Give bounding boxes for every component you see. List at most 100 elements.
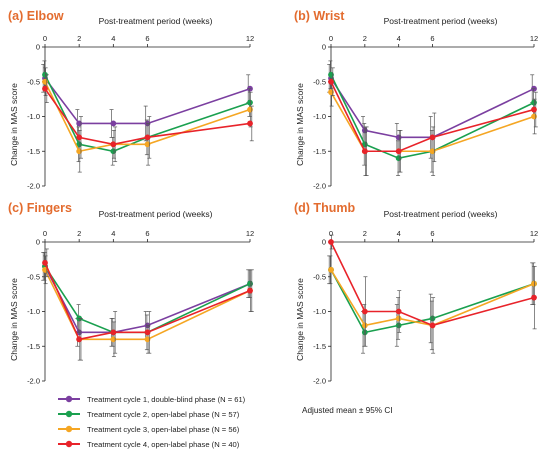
data-point xyxy=(395,148,402,155)
y-axis-label: Change in MAS score xyxy=(295,83,305,166)
y-tick-label: 0 xyxy=(322,238,326,247)
y-axis-label: Change in MAS score xyxy=(295,278,305,361)
y-tick-label: -1.5 xyxy=(27,342,40,351)
data-point xyxy=(361,148,368,155)
x-tick-label: 6 xyxy=(145,229,149,238)
data-point xyxy=(531,113,537,120)
series-2 xyxy=(42,60,253,166)
data-point xyxy=(328,239,334,245)
panel-elbow: (a) Elbow Post-treatment period (weeks) Ch… xyxy=(8,9,254,191)
legend-label: Treatment cycle 4, open-label phase (N =… xyxy=(87,440,240,449)
y-tick-label: -1.5 xyxy=(313,147,326,156)
panels: (a) Elbow Post-treatment period (weeks) Ch… xyxy=(8,9,538,386)
y-tick-label: 0 xyxy=(36,238,40,247)
series-4 xyxy=(328,67,538,176)
x-tick-label: 0 xyxy=(329,34,333,43)
y-tick-label: -2.0 xyxy=(313,377,326,386)
series-line xyxy=(44,265,251,334)
y-tick-label: -2.0 xyxy=(313,182,326,191)
legend-label: Treatment cycle 1, double-blind phase (N… xyxy=(87,395,246,404)
data-point xyxy=(395,155,402,162)
y-tick-label: -1.0 xyxy=(27,112,40,121)
data-point xyxy=(429,322,436,329)
data-point xyxy=(395,315,402,322)
panel-title: (b) Wrist xyxy=(294,9,345,23)
x-tick-label: 6 xyxy=(430,229,434,238)
legend: Treatment cycle 1, double-blind phase (N… xyxy=(58,395,246,449)
y-axis-label: Change in MAS score xyxy=(9,278,19,361)
x-tick-label: 4 xyxy=(397,34,401,43)
y-tick-label: -1.0 xyxy=(27,307,40,316)
data-point xyxy=(42,266,48,273)
x-axis-label: Post-treatment period (weeks) xyxy=(99,209,213,219)
y-tick-label: 0 xyxy=(36,43,40,52)
legend-label: Treatment cycle 3, open-label phase (N =… xyxy=(87,425,240,434)
data-point xyxy=(531,280,537,287)
legend-swatch-marker xyxy=(65,410,73,418)
legend-item-cycle-2: Treatment cycle 2, open-label phase (N =… xyxy=(58,410,240,419)
series-2 xyxy=(328,255,537,351)
panel-title: (a) Elbow xyxy=(8,9,64,23)
x-tick-label: 12 xyxy=(246,34,254,43)
x-tick-label: 0 xyxy=(43,229,47,238)
x-tick-label: 2 xyxy=(363,229,367,238)
legend-item-cycle-4: Treatment cycle 4, open-label phase (N =… xyxy=(58,440,240,449)
y-tick-label: -2.0 xyxy=(27,377,40,386)
data-point xyxy=(247,99,253,106)
y-tick-label: -1.5 xyxy=(27,147,40,156)
data-point xyxy=(144,329,151,336)
x-axis-label: Post-treatment period (weeks) xyxy=(384,209,498,219)
data-point xyxy=(110,120,117,127)
legend-swatch-marker xyxy=(65,440,73,448)
data-point xyxy=(110,329,117,336)
series-3 xyxy=(42,255,253,361)
legend-swatch-marker xyxy=(65,425,73,433)
data-point xyxy=(76,336,83,343)
data-point xyxy=(76,134,83,141)
x-tick-label: 12 xyxy=(530,34,538,43)
legend-item-cycle-1: Treatment cycle 1, double-blind phase (N… xyxy=(58,395,246,404)
panel-thumb: (d) Thumb Post-treatment period (weeks) Ch… xyxy=(294,201,538,386)
series-line xyxy=(330,241,535,327)
panel-title: (d) Thumb xyxy=(294,201,355,215)
data-point xyxy=(395,308,402,315)
data-point xyxy=(42,259,48,266)
x-tick-label: 6 xyxy=(430,34,434,43)
y-tick-label: -0.5 xyxy=(313,272,326,281)
data-point xyxy=(395,134,402,141)
y-tick-label: 0 xyxy=(322,43,326,52)
data-point xyxy=(429,315,436,322)
y-tick-label: -1.0 xyxy=(313,112,326,121)
y-tick-label: -1.0 xyxy=(313,307,326,316)
series-3 xyxy=(328,77,537,176)
x-tick-label: 2 xyxy=(77,229,81,238)
x-tick-label: 2 xyxy=(363,34,367,43)
y-tick-label: -0.5 xyxy=(27,77,40,86)
x-tick-label: 0 xyxy=(43,34,47,43)
data-point xyxy=(42,85,48,92)
y-tick-label: -0.5 xyxy=(313,77,326,86)
data-point xyxy=(361,329,368,336)
series-line xyxy=(330,91,535,153)
data-point xyxy=(531,99,537,106)
data-point xyxy=(247,120,253,127)
panel-fingers: (c) Fingers Post-treatment period (weeks)… xyxy=(8,201,254,386)
data-point xyxy=(144,134,151,141)
legend-label: Treatment cycle 2, open-label phase (N =… xyxy=(87,410,240,419)
x-tick-label: 12 xyxy=(530,229,538,238)
data-point xyxy=(110,141,117,148)
x-axis-label: Post-treatment period (weeks) xyxy=(384,16,498,26)
y-tick-label: -1.5 xyxy=(313,342,326,351)
data-point xyxy=(247,287,253,294)
x-tick-label: 4 xyxy=(111,34,115,43)
y-axis-label: Change in MAS score xyxy=(9,83,19,166)
data-point xyxy=(361,322,368,329)
data-point xyxy=(328,266,334,273)
series-line xyxy=(44,269,251,341)
data-point xyxy=(531,294,537,301)
panel-wrist: (b) Wrist Post-treatment period (weeks) Ch… xyxy=(294,9,538,191)
data-point xyxy=(531,106,537,113)
y-tick-label: -2.0 xyxy=(27,182,40,191)
panel-title: (c) Fingers xyxy=(8,201,72,215)
